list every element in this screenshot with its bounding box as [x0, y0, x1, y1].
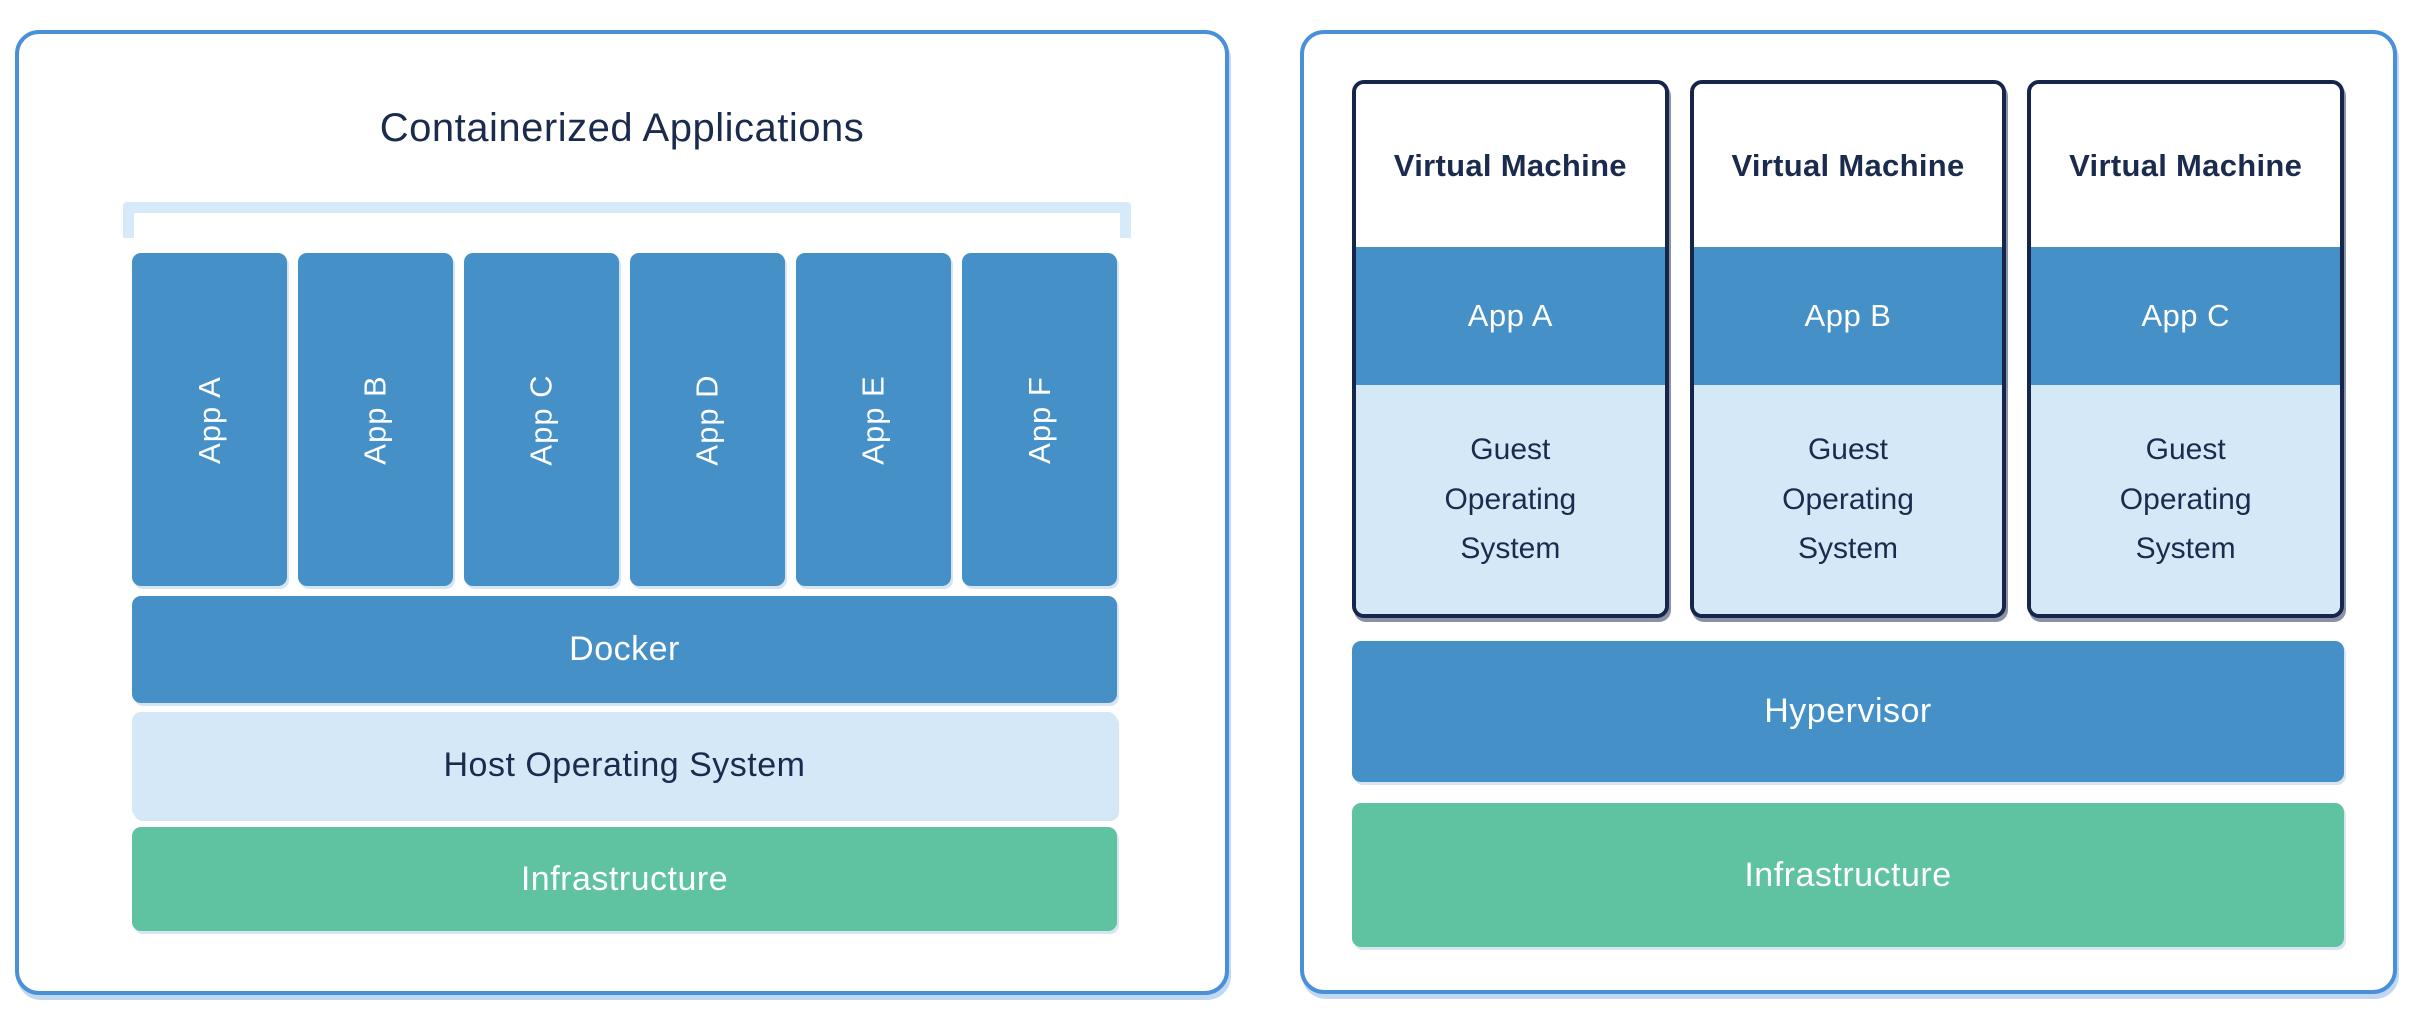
- hypervisor-layer-label: Hypervisor: [1764, 692, 1932, 730]
- virtual-machines-panel: Virtual Machine App A Guest Operating Sy…: [1300, 30, 2397, 994]
- host-os-layer: Host Operating System: [132, 712, 1117, 818]
- vm-b-title: Virtual Machine: [1693, 84, 2003, 247]
- vm-b-guest-os-label: Guest Operating System: [1782, 433, 1914, 566]
- vm-card-a: Virtual Machine App A Guest Operating Sy…: [1352, 80, 1669, 618]
- vm-a-guest-os-layer: Guest Operating System: [1356, 385, 1665, 614]
- containers-panel: Containerized Applications App A App B A…: [15, 30, 1229, 995]
- vm-b-app-label: App B: [1804, 298, 1892, 333]
- container-app-d-label: App D: [689, 373, 725, 466]
- container-app-a: App A: [132, 253, 287, 586]
- container-app-b: App B: [298, 253, 453, 586]
- containers-panel-title: Containerized Applications: [379, 106, 865, 150]
- vm-a-guest-os-label: Guest Operating System: [1444, 433, 1577, 566]
- vm-c-app-layer: App C: [2031, 247, 2341, 385]
- vm-c-guest-os-layer: Guest Operating System: [2031, 385, 2341, 614]
- container-app-f-label: App F: [1021, 375, 1057, 464]
- container-app-e-label: App E: [855, 374, 891, 465]
- vm-c-title: Virtual Machine: [2031, 84, 2341, 247]
- docker-layer-label: Docker: [569, 630, 680, 668]
- vm-a-app-label: App A: [1467, 298, 1553, 333]
- containers-infrastructure-label: Infrastructure: [520, 859, 729, 898]
- container-app-e: App E: [796, 253, 951, 586]
- container-app-f: App F: [962, 253, 1117, 586]
- vm-infrastructure-layer: Infrastructure: [1352, 803, 2344, 947]
- vm-row: Virtual Machine App A Guest Operating Sy…: [1352, 80, 2345, 618]
- containers-infrastructure-layer: Infrastructure: [132, 827, 1117, 931]
- vm-b-app-layer: App B: [1693, 247, 2003, 385]
- host-os-layer-label: Host Operating System: [443, 745, 806, 784]
- vm-infrastructure-label: Infrastructure: [1744, 855, 1952, 894]
- container-app-c-label: App C: [523, 373, 559, 466]
- vm-a-title: Virtual Machine: [1356, 84, 1665, 247]
- hypervisor-layer: Hypervisor: [1352, 641, 2344, 782]
- container-app-d: App D: [630, 253, 785, 586]
- container-app-c: App C: [464, 253, 619, 586]
- vm-card-c: Virtual Machine App C Guest Operating Sy…: [2027, 80, 2345, 618]
- container-apps-row: App A App B App C App D App E App F: [132, 253, 1117, 586]
- vm-c-guest-os-label: Guest Operating System: [2119, 433, 2252, 566]
- vm-b-guest-os-layer: Guest Operating System: [1693, 385, 2003, 614]
- docker-layer: Docker: [132, 596, 1117, 703]
- container-app-b-label: App B: [357, 374, 393, 465]
- vm-c-app-label: App C: [2141, 298, 2231, 333]
- apps-group-bracket: [123, 202, 1131, 238]
- container-app-a-label: App A: [191, 375, 227, 464]
- vm-a-app-layer: App A: [1356, 247, 1665, 385]
- vm-card-b: Virtual Machine App B Guest Operating Sy…: [1689, 80, 2007, 618]
